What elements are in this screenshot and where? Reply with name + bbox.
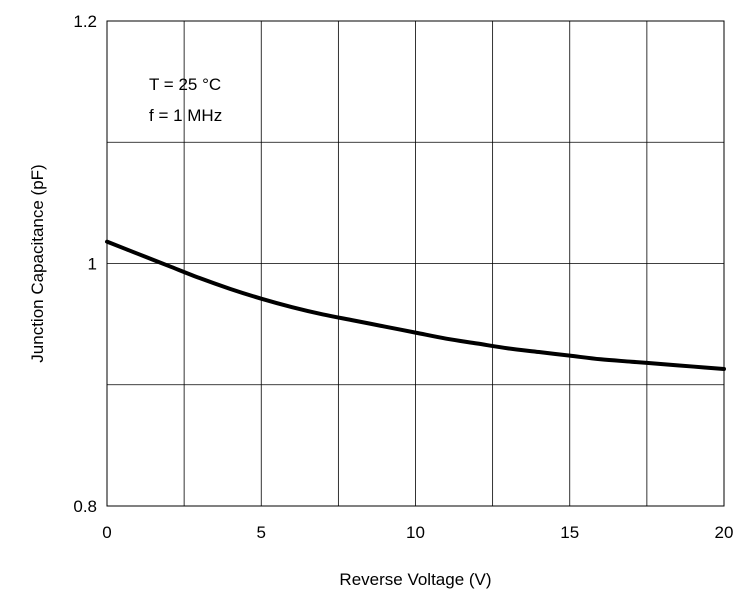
x-tick-label: 5 [257,523,266,542]
y-tick-label: 0.8 [73,497,97,516]
annotation-frequency: f = 1 MHz [149,106,222,125]
x-tick-label: 10 [406,523,425,542]
x-tick-label: 20 [715,523,734,542]
x-tick-label: 0 [102,523,111,542]
y-tick-label: 1.2 [73,12,97,31]
x-axis-title: Reverse Voltage (V) [339,570,491,589]
y-tick-label: 1 [88,255,97,274]
annotation-temperature: T = 25 °C [149,75,221,94]
y-axis-title: Junction Capacitance (pF) [28,164,47,362]
x-tick-label: 15 [560,523,579,542]
